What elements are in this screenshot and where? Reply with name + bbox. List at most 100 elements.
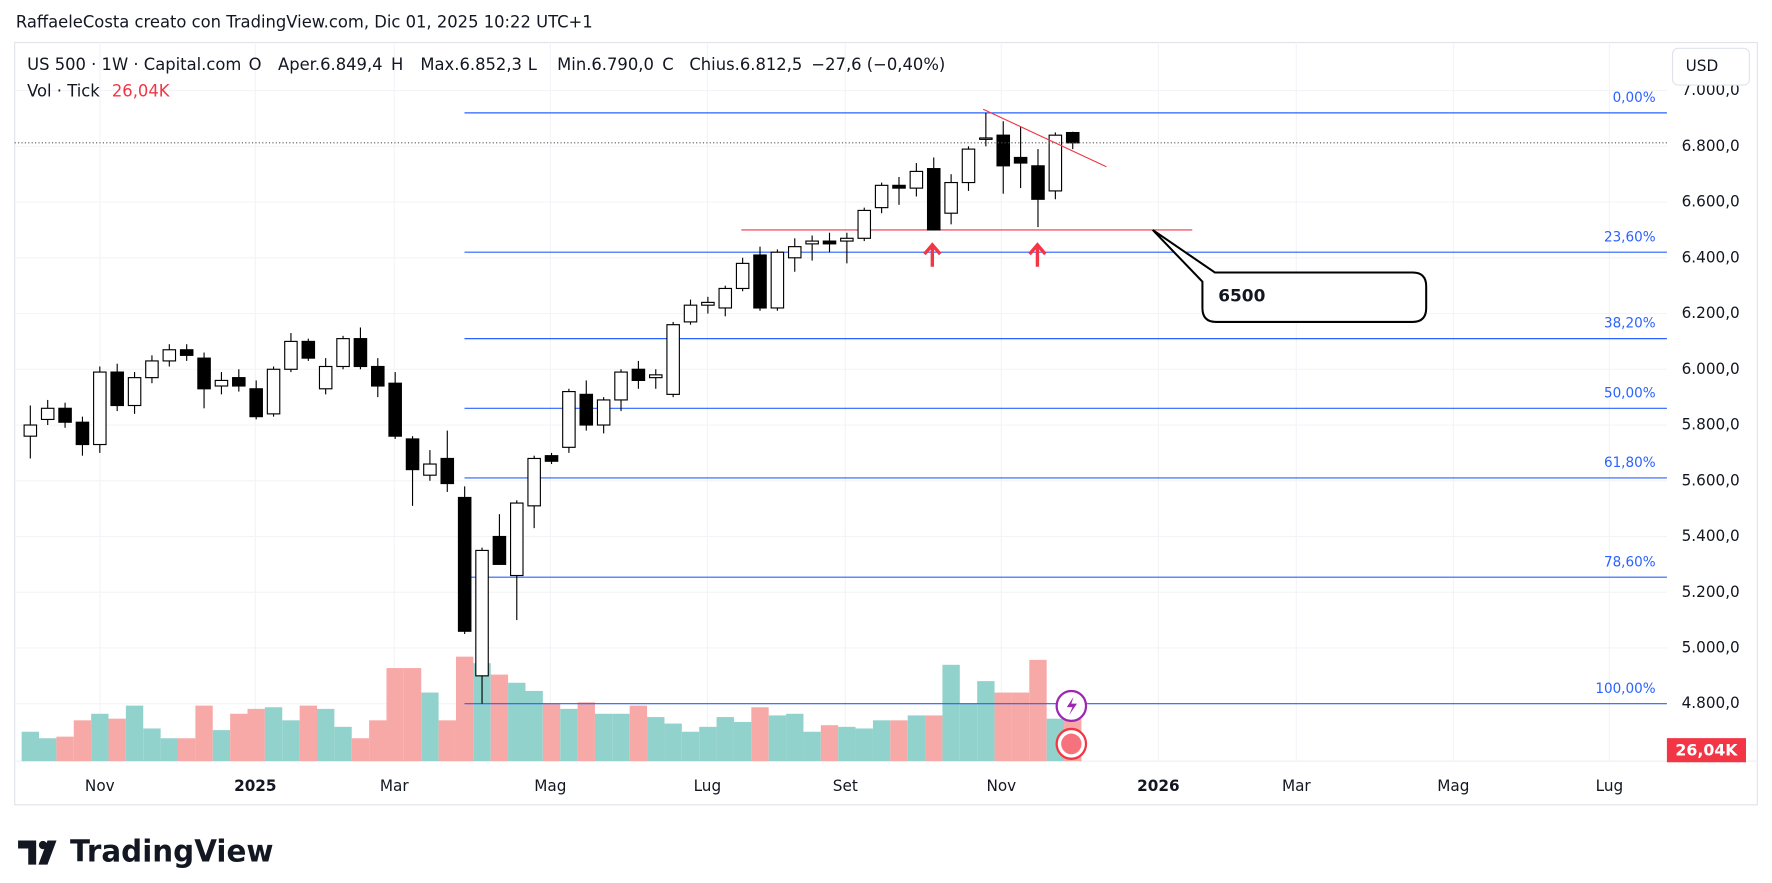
candle-body: [197, 357, 211, 390]
candle-body: [996, 134, 1011, 167]
ohlc-value: Max.6.852,3: [420, 55, 522, 74]
volume-bar: [316, 708, 335, 762]
ohlc-value: Min.6.790,0: [557, 55, 654, 74]
flag-icon: [1061, 733, 1082, 755]
candle-body: [388, 382, 402, 437]
volume-bar: [1011, 692, 1030, 762]
tv-logo: TradingView: [18, 833, 274, 869]
x-tick-label: Mag: [1437, 777, 1469, 795]
volume-bar: [612, 713, 630, 762]
volume-bar: [125, 705, 144, 762]
volume-bar: [455, 656, 474, 762]
volume-bar: [508, 682, 526, 762]
y-tick-label: 6.400,0: [1682, 248, 1740, 266]
volume-price-box: [1666, 738, 1747, 763]
volume-bar: [872, 720, 891, 762]
candle-body: [527, 457, 541, 507]
volume-bar: [890, 720, 908, 762]
candle-body: [162, 349, 177, 362]
x-tick-label: Lug: [694, 777, 722, 795]
candle-body: [457, 496, 472, 632]
volume-bar: [247, 708, 265, 762]
symbol: US 500 · 1W · Capital.com: [27, 55, 241, 74]
candle-body: [562, 390, 576, 448]
candle-body: [753, 254, 767, 309]
candle-body: [1065, 131, 1080, 144]
trend-line: [982, 108, 1107, 168]
candle-body: [266, 368, 281, 415]
candle-body: [944, 181, 958, 214]
candle-body: [1031, 165, 1045, 200]
candle-body: [110, 371, 124, 407]
candle-body: [58, 407, 72, 423]
candle-body: [874, 184, 889, 209]
volume-bar: [838, 726, 856, 762]
x-tick-label: Mar: [380, 777, 409, 795]
volume-bar: [490, 674, 509, 762]
volume-bar: [299, 705, 317, 762]
y-tick-label: 5.000,0: [1682, 638, 1740, 656]
volume-bar: [525, 690, 543, 762]
volume-bar: [473, 663, 491, 762]
volume-price-label: 26,04K: [1675, 740, 1738, 759]
candle-body: [892, 184, 906, 189]
candle-body: [179, 349, 194, 356]
volume-bar: [681, 731, 700, 762]
callout-label: 6500: [1218, 287, 1265, 307]
volume-bar: [594, 713, 613, 762]
candle-body: [301, 340, 316, 359]
candle-body: [127, 377, 142, 407]
currency-button[interactable]: [1671, 47, 1750, 86]
candle-body: [440, 457, 455, 485]
candle-body: [631, 368, 646, 382]
candle-body: [475, 549, 489, 677]
arrow-up: [923, 242, 942, 267]
volume-bar: [264, 707, 283, 762]
candle-body: [353, 338, 368, 368]
volume-bar: [977, 681, 995, 762]
volume-bar: [386, 668, 404, 762]
volume-bar: [542, 703, 561, 762]
volume-bar: [560, 708, 578, 762]
candle-body: [770, 251, 785, 309]
candle-body: [909, 170, 924, 189]
y-tick-label: 6.800,0: [1682, 137, 1740, 155]
candle-body: [371, 365, 385, 387]
fib-label: 61,80%: [1604, 455, 1656, 471]
ohlc-value: Chius.6.812,5: [689, 55, 802, 74]
candle-body: [249, 388, 263, 418]
volume-bar: [959, 703, 978, 762]
candle-body: [1048, 134, 1063, 192]
volume-bar: [56, 736, 74, 762]
candle-body: [666, 324, 680, 395]
volume-bar: [403, 668, 422, 762]
candle-body: [701, 301, 715, 306]
volume-bar: [925, 715, 943, 762]
candle-body: [735, 262, 750, 290]
currency[interactable]: USD: [1686, 57, 1719, 75]
volume-bar: [160, 738, 179, 762]
credit: RaffaeleCosta creato con TradingView.com…: [16, 12, 593, 31]
x-tick-label: Mar: [1282, 777, 1311, 795]
volume-bar: [820, 725, 839, 762]
candle-body: [23, 424, 38, 437]
x-tick-label: 2026: [1137, 777, 1179, 795]
candle-body: [579, 393, 594, 426]
volume-bar: [768, 715, 787, 762]
volume-bar: [73, 720, 92, 762]
candle-body: [979, 137, 993, 140]
candle-body: [214, 379, 229, 387]
fib-label: 0,00%: [1613, 90, 1656, 106]
logo-dot: [38, 840, 48, 850]
candle-body: [926, 168, 941, 231]
x-tick-label: Lug: [1596, 777, 1624, 795]
y-tick-label: 5.800,0: [1682, 415, 1740, 433]
fib-label: 100,00%: [1595, 681, 1655, 697]
ohlc-key: C: [662, 55, 673, 74]
volume-bar: [369, 720, 387, 762]
callout: [1151, 229, 1428, 323]
candle-body: [492, 535, 507, 565]
x-tick-label: 2025: [234, 777, 276, 795]
